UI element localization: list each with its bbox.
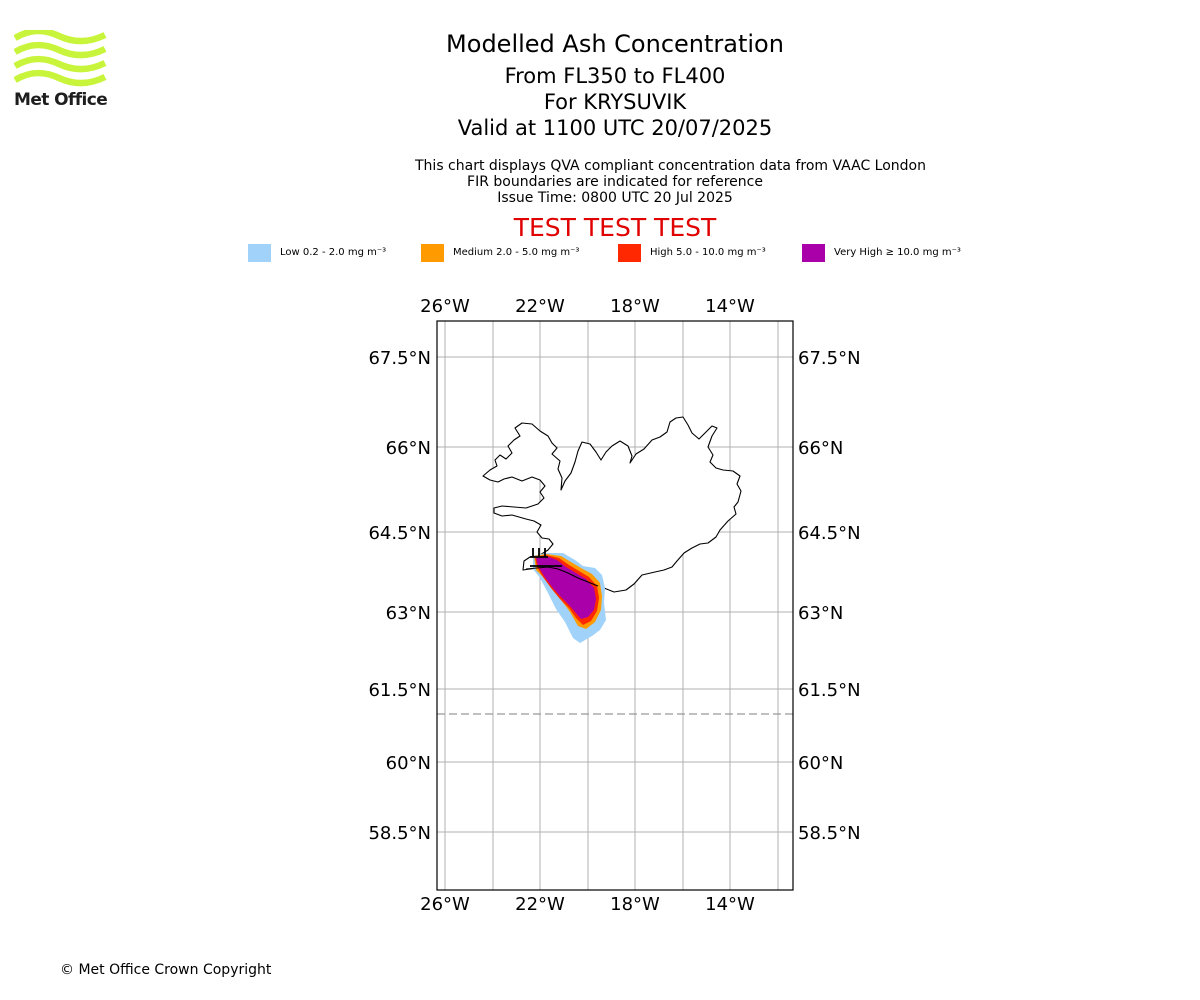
flight-levels: From FL350 to FL400: [504, 64, 726, 88]
chart-title: Modelled Ash Concentration: [446, 30, 784, 58]
lat-tick-left-64-5n: 64.5°N: [368, 523, 431, 544]
lon-tick-bottom-14w: 14°W: [705, 894, 755, 915]
legend-swatch-high: [618, 244, 641, 262]
lat-tick-right-61-5n: 61.5°N: [798, 680, 861, 701]
lat-tick-right-67-5n: 67.5°N: [798, 348, 861, 369]
volcano-marker-icon: [530, 548, 562, 567]
lat-tick-right-64-5n: 64.5°N: [798, 523, 861, 544]
lon-tick-top-14w: 14°W: [705, 296, 755, 317]
legend-label-high: High 5.0 - 10.0 mg m⁻³: [650, 247, 766, 258]
issue-time: Issue Time: 0800 UTC 20 Jul 2025: [497, 190, 733, 206]
valid-time: Valid at 1100 UTC 20/07/2025: [457, 116, 773, 140]
iceland-coastline: [482, 416, 742, 593]
lat-tick-right-60n: 60°N: [798, 753, 843, 774]
lat-ticks-left: 67.5°N 66°N 64.5°N 63°N 61.5°N 60°N 58.5…: [368, 348, 431, 844]
volcano-name: For KRYSUVIK: [543, 90, 687, 114]
lon-tick-bottom-18w: 18°W: [610, 894, 660, 915]
lon-tick-top-18w: 18°W: [610, 296, 660, 317]
legend-label-medium: Medium 2.0 - 5.0 mg m⁻³: [453, 247, 580, 258]
test-banner: TEST TEST TEST: [513, 213, 717, 242]
lat-tick-left-60n: 60°N: [386, 753, 431, 774]
subtitle-line-1: This chart displays QVA compliant concen…: [415, 158, 926, 174]
map-frame: [436, 320, 794, 891]
met-office-logo: Met Office: [13, 27, 109, 112]
lat-tick-right-66n: 66°N: [798, 438, 843, 459]
lon-tick-bottom-26w: 26°W: [420, 894, 470, 915]
legend-swatch-medium: [421, 244, 444, 262]
met-office-waves-icon: [13, 27, 107, 87]
lon-tick-bottom-22w: 22°W: [515, 894, 565, 915]
south-coast-overlay: [525, 566, 599, 587]
lat-tick-left-58-5n: 58.5°N: [368, 823, 431, 844]
lon-ticks-top: 26°W 22°W 18°W 14°W: [420, 296, 755, 317]
legend-label-very-high: Very High ≥ 10.0 mg m⁻³: [834, 247, 961, 258]
ash-layer-very-high: [536, 556, 596, 619]
lon-ticks-bottom: 26°W 22°W 18°W 14°W: [420, 894, 755, 915]
logo-wordmark: Met Office: [14, 90, 108, 110]
lat-tick-left-67-5n: 67.5°N: [368, 348, 431, 369]
subtitle-line-2: FIR boundaries are indicated for referen…: [467, 174, 763, 190]
lat-tick-left-63n: 63°N: [386, 603, 431, 624]
legend-swatch-low: [248, 244, 271, 262]
map-grid: [437, 321, 793, 890]
copyright-footer: © Met Office Crown Copyright: [60, 962, 272, 978]
lat-tick-left-66n: 66°N: [386, 438, 431, 459]
lon-tick-top-26w: 26°W: [420, 296, 470, 317]
legend-swatch-very-high: [802, 244, 825, 262]
lat-tick-right-58-5n: 58.5°N: [798, 823, 861, 844]
lat-tick-right-63n: 63°N: [798, 603, 843, 624]
lat-tick-left-61-5n: 61.5°N: [368, 680, 431, 701]
legend-label-low: Low 0.2 - 2.0 mg m⁻³: [280, 247, 387, 258]
lon-tick-top-22w: 22°W: [515, 296, 565, 317]
lat-ticks-right: 67.5°N 66°N 64.5°N 63°N 61.5°N 60°N 58.5…: [798, 348, 861, 844]
